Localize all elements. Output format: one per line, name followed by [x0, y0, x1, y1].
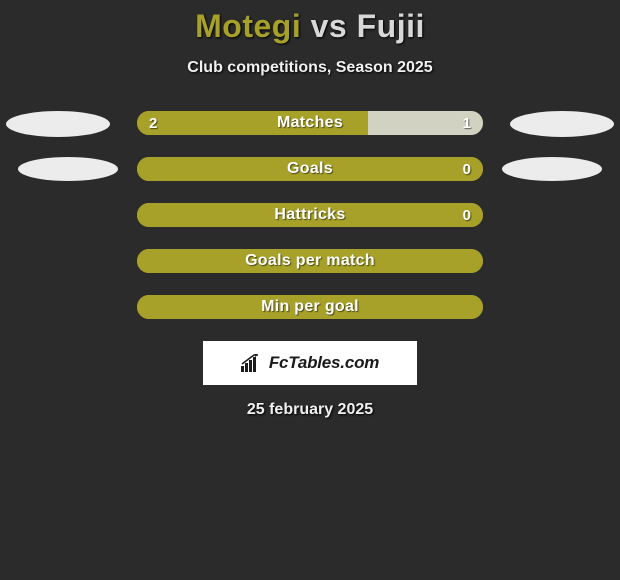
stat-bar: Goals per match — [137, 249, 483, 273]
title-row: Motegi vs Fujii — [0, 0, 620, 45]
bar-segment-player1 — [137, 111, 368, 135]
badge-wrap: FcTables.com — [0, 341, 620, 385]
stat-row: Matches21 — [0, 111, 620, 135]
player2-blob — [502, 157, 602, 181]
player2-blob — [510, 111, 614, 137]
subtitle: Club competitions, Season 2025 — [0, 59, 620, 77]
page-title: Motegi vs Fujii — [0, 8, 620, 45]
bar-segment-player2 — [368, 111, 483, 135]
source-badge: FcTables.com — [203, 341, 417, 385]
stat-rows: Matches21 Goals0 Hattricks0 Goals per match… — [0, 111, 620, 319]
stat-row: Goals0 — [0, 157, 620, 181]
stat-row: Min per goal — [0, 295, 620, 319]
stat-bar: Min per goal — [137, 295, 483, 319]
stat-bar: Matches21 — [137, 111, 483, 135]
date-label: 25 february 2025 — [0, 401, 620, 419]
player1-blob — [6, 111, 110, 137]
title-player1: Motegi — [195, 8, 301, 44]
bar-segment-player1 — [137, 203, 483, 227]
bar-segment-player1 — [137, 295, 483, 319]
stat-row: Goals per match — [0, 249, 620, 273]
chart-icon — [241, 354, 263, 372]
title-vs: vs — [311, 8, 348, 44]
title-player2: Fujii — [357, 8, 425, 44]
player1-blob — [18, 157, 118, 181]
stat-bar: Goals0 — [137, 157, 483, 181]
badge-text: FcTables.com — [269, 353, 379, 373]
bar-segment-player1 — [137, 249, 483, 273]
stat-bar: Hattricks0 — [137, 203, 483, 227]
bar-segment-player1 — [137, 157, 483, 181]
stat-row: Hattricks0 — [0, 203, 620, 227]
